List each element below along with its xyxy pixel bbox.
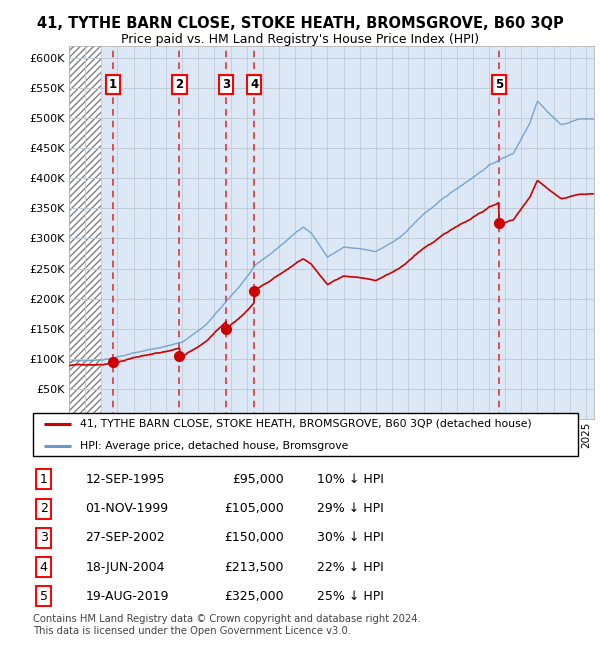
Text: 2: 2: [40, 502, 48, 515]
Text: £105,000: £105,000: [224, 502, 284, 515]
Text: 41, TYTHE BARN CLOSE, STOKE HEATH, BROMSGROVE, B60 3QP: 41, TYTHE BARN CLOSE, STOKE HEATH, BROMS…: [37, 16, 563, 31]
Text: 4: 4: [40, 560, 48, 574]
Text: £95,000: £95,000: [232, 473, 284, 486]
Text: Price paid vs. HM Land Registry's House Price Index (HPI): Price paid vs. HM Land Registry's House …: [121, 32, 479, 46]
Text: 2: 2: [175, 78, 184, 91]
Text: 4: 4: [250, 78, 258, 91]
Text: 10% ↓ HPI: 10% ↓ HPI: [317, 473, 384, 486]
Text: 3: 3: [40, 532, 48, 545]
Bar: [69, 46, 101, 419]
Text: 29% ↓ HPI: 29% ↓ HPI: [317, 502, 384, 515]
Text: HPI: Average price, detached house, Bromsgrove: HPI: Average price, detached house, Brom…: [80, 441, 348, 451]
Text: 01-NOV-1999: 01-NOV-1999: [85, 502, 169, 515]
Text: 3: 3: [222, 78, 230, 91]
Text: 19-AUG-2019: 19-AUG-2019: [85, 590, 169, 603]
Text: 5: 5: [495, 78, 503, 91]
Text: 12-SEP-1995: 12-SEP-1995: [85, 473, 164, 486]
Text: 22% ↓ HPI: 22% ↓ HPI: [317, 560, 384, 574]
Text: 41, TYTHE BARN CLOSE, STOKE HEATH, BROMSGROVE, B60 3QP (detached house): 41, TYTHE BARN CLOSE, STOKE HEATH, BROMS…: [80, 419, 532, 428]
Text: £325,000: £325,000: [224, 590, 284, 603]
Text: Contains HM Land Registry data © Crown copyright and database right 2024.
This d: Contains HM Land Registry data © Crown c…: [33, 614, 421, 636]
Text: £213,500: £213,500: [224, 560, 284, 574]
Text: 27-SEP-2002: 27-SEP-2002: [85, 532, 165, 545]
Text: 5: 5: [40, 590, 48, 603]
Text: £150,000: £150,000: [224, 532, 284, 545]
Text: 1: 1: [40, 473, 48, 486]
Text: 25% ↓ HPI: 25% ↓ HPI: [317, 590, 384, 603]
Text: 18-JUN-2004: 18-JUN-2004: [85, 560, 164, 574]
FancyBboxPatch shape: [33, 413, 578, 456]
Text: 30% ↓ HPI: 30% ↓ HPI: [317, 532, 384, 545]
Text: 1: 1: [109, 78, 117, 91]
